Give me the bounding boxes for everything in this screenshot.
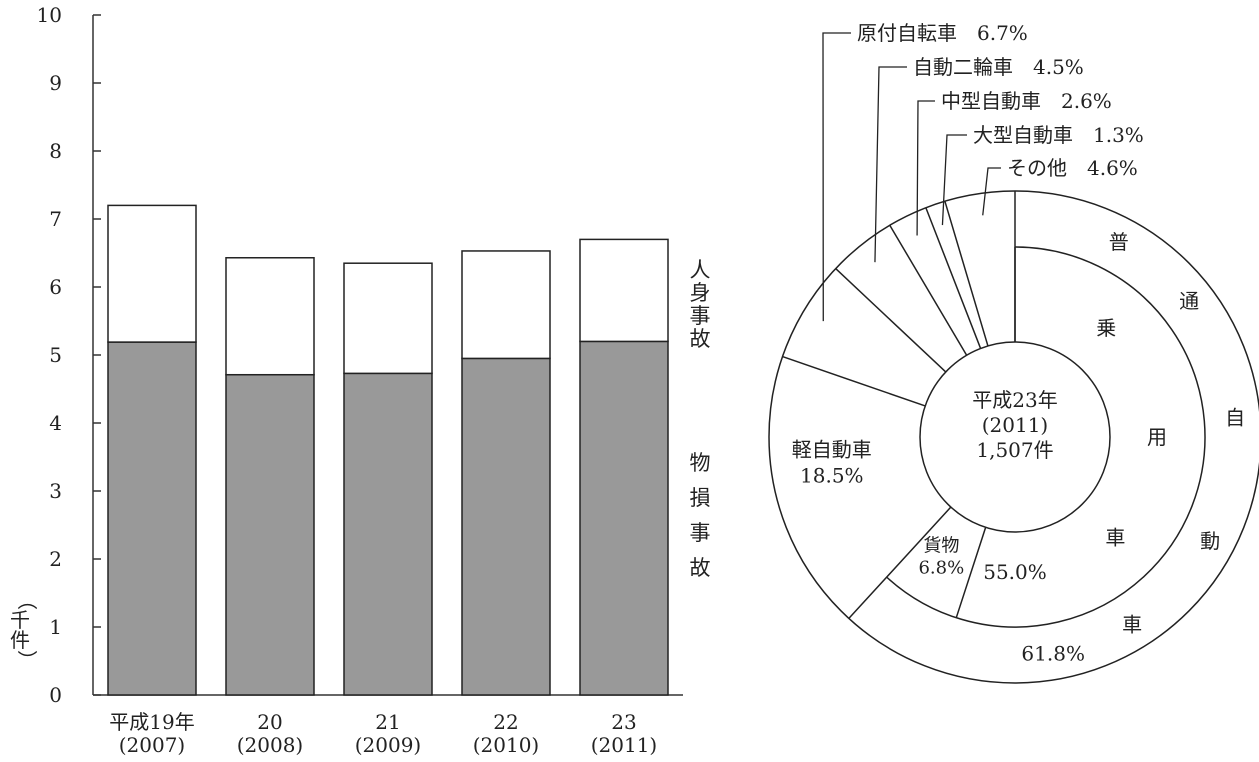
series-label-injury-char: 事 xyxy=(690,304,711,328)
series-label-damage-char: 物 xyxy=(690,451,711,475)
series-label-injury-char: 人 xyxy=(690,258,711,282)
bar-segment-injury xyxy=(461,250,551,360)
x-tick-label: (2008) xyxy=(237,733,304,757)
pie-callout-label: 原付自転車 6.7% xyxy=(857,21,1028,45)
pie-callout-label: 大型自動車 1.3% xyxy=(973,123,1144,147)
pie-center-text: 平成23年 xyxy=(972,388,1057,412)
y-axis-label: （千件） xyxy=(10,590,39,670)
x-tick-label: (2011) xyxy=(591,733,658,757)
pie-slice-boundary xyxy=(782,355,926,407)
pie-callout-leader xyxy=(822,32,851,322)
y-tick-label: 3 xyxy=(49,479,62,503)
pie-callout-leader xyxy=(982,167,1001,216)
y-tick-label: 5 xyxy=(49,343,62,367)
x-tick-label: (2010) xyxy=(473,733,540,757)
pie-label-passenger-char: 乗 xyxy=(1096,316,1116,340)
pie-label-normal-char: 通 xyxy=(1179,289,1199,313)
bar-segment-injury xyxy=(343,262,433,375)
bar-segment-injury xyxy=(225,257,315,376)
pie-callout-leader xyxy=(941,134,967,226)
y-tick-label: 8 xyxy=(49,139,62,163)
pie-label-kei: 軽自動車 xyxy=(792,438,872,462)
pie-slice-boundary xyxy=(944,200,989,347)
pie-center-text: (2011) xyxy=(982,413,1049,437)
series-label-injury-char: 故 xyxy=(690,327,711,351)
x-tick-label: (2007) xyxy=(119,733,186,757)
bar-segment-property-damage xyxy=(579,340,669,696)
series-label-injury-char: 身 xyxy=(690,281,711,305)
bar-segment-injury xyxy=(579,238,669,343)
y-axis-label-char: 千 xyxy=(10,608,30,632)
y-axis-label-char: （ xyxy=(15,590,39,610)
pie-slice-boundary xyxy=(889,224,968,356)
pie-label-normal-char: 車 xyxy=(1122,612,1142,636)
pie-chart: 平成23年(2011)1,507件普通自動車61.8%乗用車55.0%貨物6.8… xyxy=(768,21,1259,684)
y-axis-label-char: 件 xyxy=(10,628,30,652)
pie-center-text: 1,507件 xyxy=(976,438,1053,462)
pie-callout-label: 中型自動車 2.6% xyxy=(941,89,1112,113)
y-tick-label: 0 xyxy=(49,683,62,707)
pie-middle-arc xyxy=(886,246,1206,628)
series-label-damage-char: 損 xyxy=(690,486,711,510)
x-tick-label: (2009) xyxy=(355,733,422,757)
pie-label-normal-char: 動 xyxy=(1200,529,1220,553)
pie-label-passenger-char: 用 xyxy=(1147,425,1167,449)
pie-label-cargo-value: 6.8% xyxy=(918,558,964,579)
y-tick-label: 4 xyxy=(49,411,62,435)
bar-segment-injury xyxy=(107,204,197,343)
pie-center-circle xyxy=(919,341,1111,533)
bar-segment-property-damage xyxy=(343,372,433,696)
bar-segment-property-damage xyxy=(461,357,551,696)
series-label-damage-char: 故 xyxy=(690,556,711,580)
x-tick-label: 20 xyxy=(257,710,282,734)
pie-label-passenger-char: 車 xyxy=(1105,525,1125,549)
bar-segment-property-damage xyxy=(225,373,315,696)
y-tick-label: 10 xyxy=(37,3,62,27)
series-label-damage-char: 事 xyxy=(690,521,711,545)
bar-chart: 012345678910（千件）平成19年(2007)20(2008)21(20… xyxy=(10,3,711,757)
y-tick-label: 6 xyxy=(49,275,62,299)
y-axis-label-char: ） xyxy=(15,650,39,670)
y-tick-label: 9 xyxy=(49,71,62,95)
pie-slice-boundary xyxy=(848,506,952,619)
pie-label-kei-value: 18.5% xyxy=(800,464,864,488)
pie-callout-label: 自動二輪車 4.5% xyxy=(913,55,1084,79)
pie-callout-label: その他 4.6% xyxy=(1007,156,1138,180)
y-tick-label: 7 xyxy=(49,207,62,231)
x-tick-label: 平成19年 xyxy=(109,710,194,734)
y-tick-label: 1 xyxy=(49,615,62,639)
pie-slice-boundary xyxy=(835,268,947,373)
pie-callout-leader xyxy=(874,66,907,263)
x-tick-label: 21 xyxy=(375,710,400,734)
pie-label-normal-char: 普 xyxy=(1109,230,1129,254)
pie-slice-boundary xyxy=(925,207,982,349)
bar-segment-property-damage xyxy=(107,341,197,696)
pie-label-cargo: 貨物 xyxy=(923,536,959,557)
pie-label-normal-char: 自 xyxy=(1225,406,1245,430)
x-tick-label: 22 xyxy=(493,710,518,734)
pie-slice-boundary xyxy=(955,527,987,618)
x-tick-label: 23 xyxy=(611,710,636,734)
y-tick-label: 2 xyxy=(49,547,62,571)
pie-callout-leader xyxy=(916,100,935,236)
pie-label-normal-value: 61.8% xyxy=(1021,642,1085,666)
pie-label-passenger-value: 55.0% xyxy=(983,560,1047,584)
